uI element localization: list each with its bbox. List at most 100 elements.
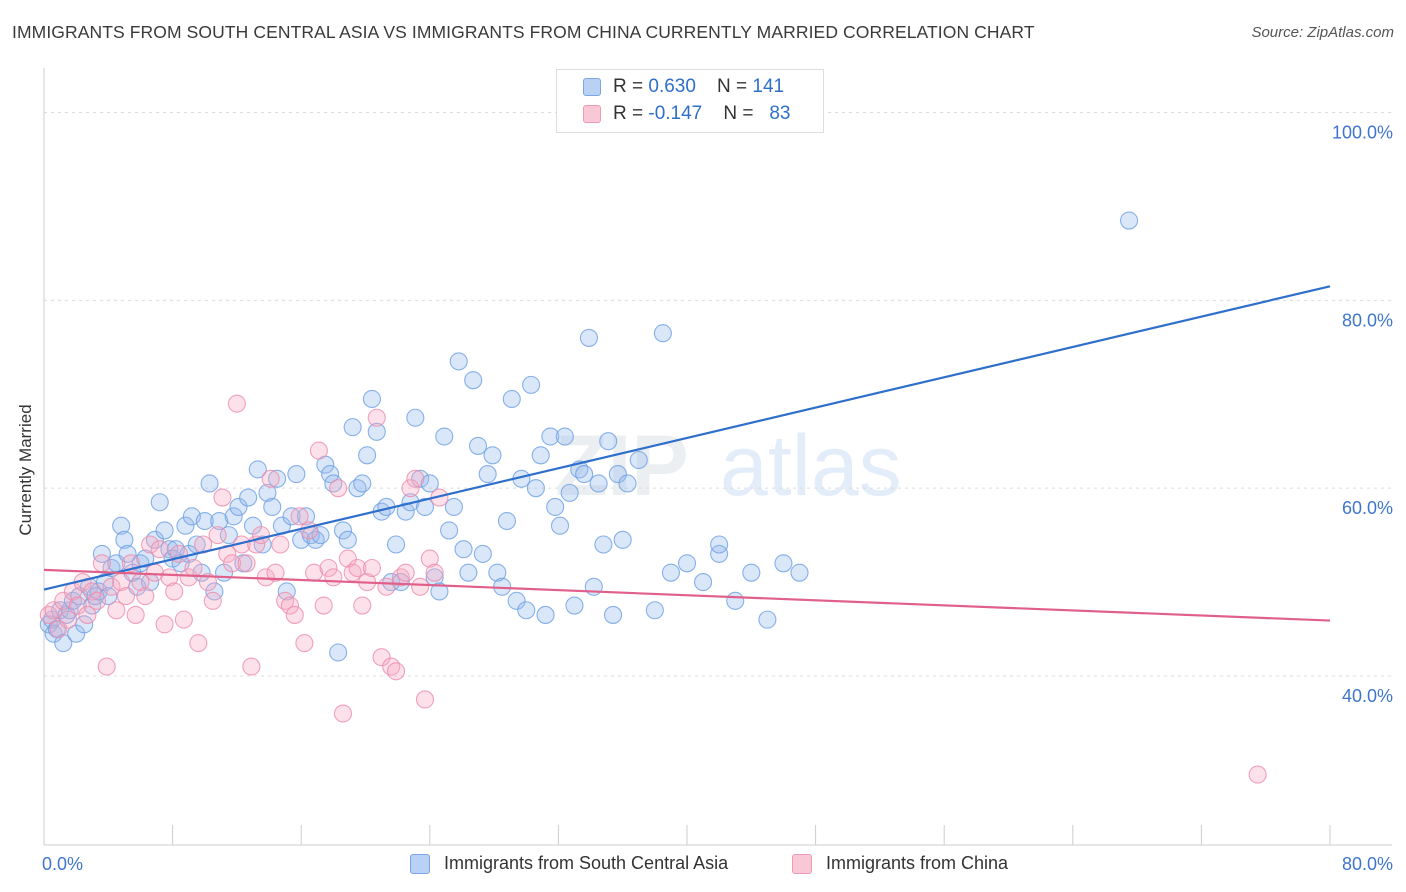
tick-labels: 40.0% 60.0% 80.0% 100.0% 0.0% 80.0% [42, 123, 1393, 874]
scatter-point-south-central-asia [115, 530, 134, 549]
scatter-point-china [141, 535, 160, 554]
scatter-point-south-central-asia [362, 389, 381, 409]
scatter-point-china [155, 615, 174, 634]
scatter-point-south-central-asia [176, 516, 195, 535]
scatter-point-south-central-asia [353, 474, 372, 493]
y-axis-label: Currently Married [16, 404, 35, 536]
scatter-point-south-central-asia [790, 563, 809, 582]
scatter-point-china [295, 634, 314, 653]
stats-legend: R = 0.630 N = 141 R = -0.147 N = 83 [556, 69, 824, 133]
scatter-point-china [150, 540, 169, 559]
scatter-point-south-central-asia [248, 460, 267, 479]
scatter-point-south-central-asia [517, 601, 536, 620]
scatter-point-south-central-asia [536, 605, 555, 624]
legend-r-label: R = [613, 103, 649, 124]
scatter-point-south-central-asia [367, 422, 386, 441]
scatter-point-south-central-asia [565, 596, 584, 615]
scatter-point-south-central-asia [589, 474, 608, 493]
chart-title: IMMIGRANTS FROM SOUTH CENTRAL ASIA VS IM… [12, 22, 1035, 42]
scatter-point-south-central-asia [333, 521, 353, 540]
scatter-point-south-central-asia [155, 521, 174, 540]
scatter-point-china [97, 657, 116, 676]
scatter-point-china [271, 535, 290, 554]
scatter-point-south-central-asia [205, 582, 224, 601]
chart-source: Source: ZipAtlas.com [1251, 24, 1394, 41]
scatter-point-china [280, 596, 299, 615]
scatter-point-south-central-asia [726, 591, 745, 610]
scatter-point-south-central-asia [224, 507, 243, 526]
scatter-point-south-central-asia [483, 446, 502, 465]
scatter-point-south-central-asia [296, 507, 316, 526]
scatter-point-china [372, 648, 391, 667]
scatter-point-south-central-asia [415, 497, 435, 517]
scatter-point-china [324, 568, 343, 587]
scatter-point-china [44, 601, 63, 620]
scatter-point-china [160, 568, 179, 587]
scatter-point-south-central-asia [210, 511, 229, 531]
scatter-point-south-central-asia [710, 535, 729, 554]
scatter-point-south-central-asia [594, 535, 613, 554]
scatter-point-china [184, 558, 203, 578]
scatter-point-south-central-asia [653, 324, 672, 343]
scatter-point-south-central-asia [258, 483, 277, 502]
scatter-point-china [107, 601, 126, 620]
scatter-point-south-central-asia [200, 474, 219, 493]
scatter-point-south-central-asia [150, 493, 169, 512]
grid-lines [44, 112, 1392, 677]
scatter-point-south-central-asia [522, 375, 541, 394]
scatter-point-south-central-asia [54, 634, 73, 653]
scatter-point-china [333, 704, 353, 723]
scatter-point-south-central-asia [253, 535, 272, 554]
scatter-point-south-central-asia [677, 554, 697, 573]
scatter-point-china [396, 563, 415, 582]
scatter-point-china [83, 582, 102, 601]
scatter-point-south-central-asia [321, 465, 340, 484]
scatter-point-china [266, 563, 285, 582]
scatter-point-south-central-asia [742, 563, 761, 582]
bottom-legend-label: Immigrants from China [826, 853, 1009, 873]
scatter-point-china [386, 662, 406, 681]
scatter-point-south-central-asia [526, 479, 545, 498]
scatter-point-china [406, 469, 425, 488]
legend-swatch-pink [583, 105, 601, 123]
scatter-point-south-central-asia [435, 427, 454, 446]
scatter-point-south-central-asia [488, 563, 507, 582]
scatter-point-south-central-asia [118, 544, 137, 563]
data-points [39, 211, 1267, 784]
scatter-point-south-central-asia [338, 530, 357, 549]
scatter-point-south-central-asia [358, 446, 377, 465]
scatter-point-south-central-asia [329, 643, 348, 662]
scatter-point-china [213, 488, 232, 507]
scatter-point-china [102, 577, 121, 596]
scatter-point-south-central-asia [774, 554, 793, 573]
x-tick-label: 80.0% [1342, 854, 1393, 874]
legend-r-value: 0.630 [648, 76, 696, 97]
scatter-point-south-central-asia [497, 511, 517, 531]
trend-lines [43, 285, 1331, 622]
scatter-point-south-central-asia [195, 511, 214, 531]
scatter-point-south-central-asia [136, 549, 155, 568]
scatter-point-south-central-asia [277, 582, 296, 601]
scatter-point-south-central-asia [661, 563, 680, 582]
legend-n-label: N = [723, 103, 759, 124]
scatter-point-china [227, 394, 246, 413]
scatter-point-south-central-asia [599, 432, 618, 451]
scatter-point-south-central-asia [440, 521, 459, 540]
watermark-atlas: atlas [720, 418, 902, 514]
scatter-point-south-central-asia [1120, 211, 1139, 230]
scatter-point-china [59, 610, 78, 629]
scatter-point-south-central-asia [541, 427, 560, 446]
scatter-point-china [92, 554, 111, 573]
scatter-point-south-central-asia [263, 497, 282, 517]
scatter-point-china [189, 634, 208, 653]
scatter-point-china [68, 596, 87, 615]
scatter-point-china [348, 558, 367, 578]
scatter-point-china [251, 526, 271, 545]
scatter-point-south-central-asia [430, 582, 449, 601]
scatter-point-south-central-asia [459, 563, 478, 582]
scatter-point-china [49, 619, 68, 639]
scatter-point-china [87, 591, 107, 610]
scatter-point-south-central-asia [613, 530, 632, 549]
scatter-point-china [165, 582, 184, 601]
trend-line-south-central-asia [43, 285, 1331, 591]
